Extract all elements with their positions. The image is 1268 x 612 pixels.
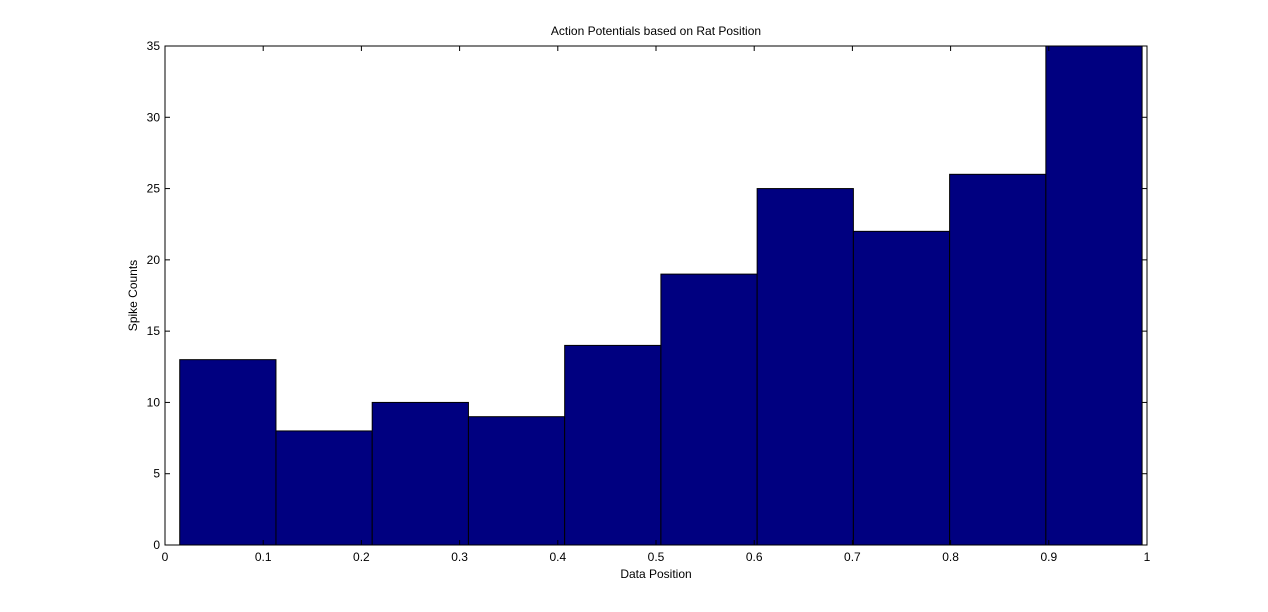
histogram-bar bbox=[660, 273, 758, 546]
histogram-bar bbox=[756, 188, 854, 546]
y-tick-label: 30 bbox=[147, 110, 161, 124]
x-tick-label: 0.8 bbox=[942, 550, 959, 564]
axis-ticks: 0 0.1 0.2 0.3 0.4 0.5 0.6 0.7 0.8 0.9 105101520253… bbox=[147, 39, 1151, 564]
histogram-bar bbox=[179, 359, 277, 546]
histogram-bar bbox=[371, 401, 469, 546]
histogram-bar bbox=[275, 430, 373, 546]
x-tick-label: 0.4 bbox=[549, 550, 566, 564]
histogram-bar bbox=[949, 173, 1047, 546]
x-tick-label: 0.7 bbox=[844, 550, 861, 564]
y-tick-label: 25 bbox=[147, 182, 161, 196]
x-tick-label: 0.5 bbox=[648, 550, 665, 564]
y-tick-label: 10 bbox=[147, 395, 161, 409]
x-tick-label: 0 bbox=[162, 550, 169, 564]
histogram-bar bbox=[564, 344, 662, 546]
y-tick-label: 5 bbox=[153, 467, 160, 481]
histogram-bars bbox=[179, 45, 1143, 546]
x-tick-label: 0.1 bbox=[255, 550, 272, 564]
x-axis-title: Data Position bbox=[620, 567, 691, 581]
y-tick-label: 35 bbox=[147, 39, 161, 53]
histogram-bar bbox=[467, 416, 566, 546]
histogram-bar bbox=[1045, 45, 1143, 546]
x-tick-label: 1 bbox=[1144, 550, 1151, 564]
histogram-bar bbox=[852, 230, 951, 546]
y-tick-label: 0 bbox=[153, 538, 160, 552]
x-tick-label: 0.9 bbox=[1040, 550, 1057, 564]
y-tick-label: 15 bbox=[147, 324, 161, 338]
x-tick-label: 0.2 bbox=[353, 550, 370, 564]
x-tick-label: 0.3 bbox=[451, 550, 468, 564]
chart-title: Action Potentials based on Rat Position bbox=[551, 24, 761, 38]
y-axis-title: Spike Counts bbox=[126, 260, 140, 331]
x-tick-label: 0.6 bbox=[746, 550, 763, 564]
y-tick-label: 20 bbox=[147, 253, 161, 267]
